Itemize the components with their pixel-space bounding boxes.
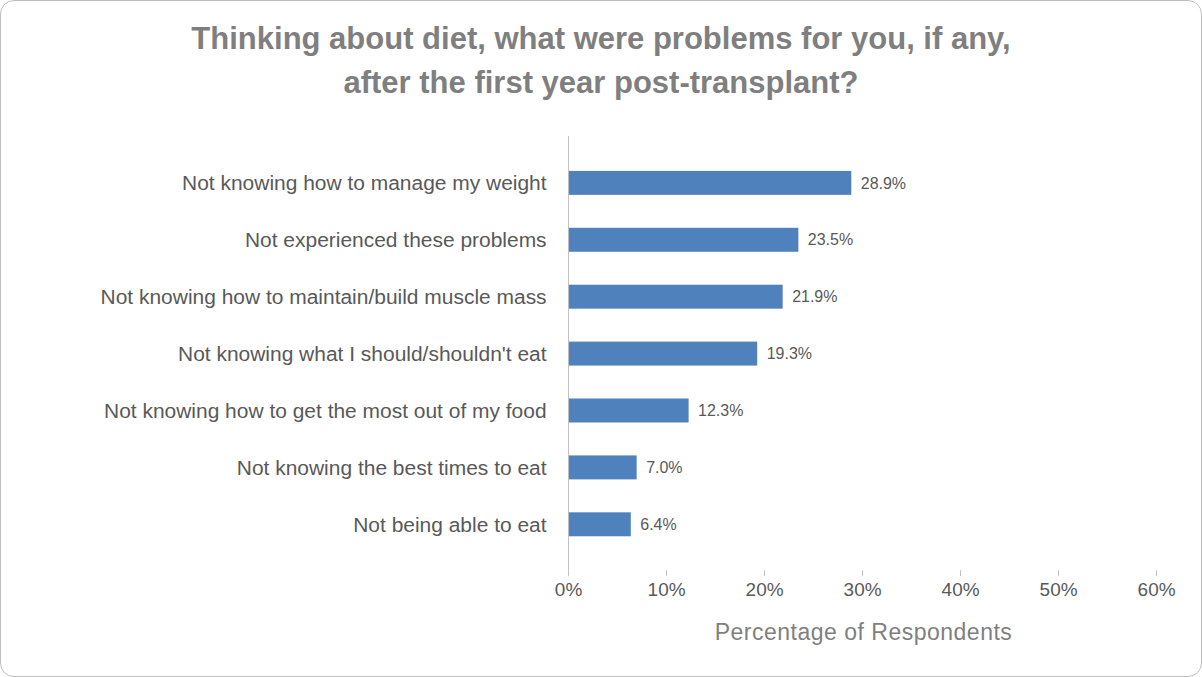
svg-text:Not knowing the best times to: Not knowing the best times to eat xyxy=(237,456,547,479)
svg-text:Not knowing how to manage my w: Not knowing how to manage my weight xyxy=(182,171,547,194)
svg-text:10%: 10% xyxy=(648,579,686,600)
svg-text:7.0%: 7.0% xyxy=(646,459,682,476)
svg-text:19.3%: 19.3% xyxy=(767,345,812,362)
svg-text:Not being able to eat: Not being able to eat xyxy=(353,513,547,536)
html-text:Thinking about diet, what were: Thinking about diet, what were problems … xyxy=(191,21,1011,100)
svg-text:20%: 20% xyxy=(746,579,784,600)
svg-text:6.4%: 6.4% xyxy=(640,516,676,533)
svg-text:30%: 30% xyxy=(844,579,882,600)
svg-text:0%: 0% xyxy=(555,579,583,600)
svg-text:60%: 60% xyxy=(1138,579,1176,600)
svg-text:40%: 40% xyxy=(942,579,980,600)
svg-text:Not knowing how to get the mos: Not knowing how to get the most out of m… xyxy=(104,399,547,422)
svg-text:Not knowing how to maintain/bu: Not knowing how to maintain/build muscle… xyxy=(101,285,547,308)
svg-text:28.9%: 28.9% xyxy=(861,174,906,191)
svg-text:23.5%: 23.5% xyxy=(808,231,853,248)
html-text:Percentage of Respondents: Percentage of Respondents xyxy=(714,619,1013,645)
svg-text:12.3%: 12.3% xyxy=(698,402,743,419)
svg-text:Not knowing what I should/shou: Not knowing what I should/shouldn't eat xyxy=(178,342,547,365)
svg-text:Not experienced these problems: Not experienced these problems xyxy=(245,228,547,251)
svg-text:50%: 50% xyxy=(1040,579,1078,600)
svg-text:21.9%: 21.9% xyxy=(792,288,837,305)
